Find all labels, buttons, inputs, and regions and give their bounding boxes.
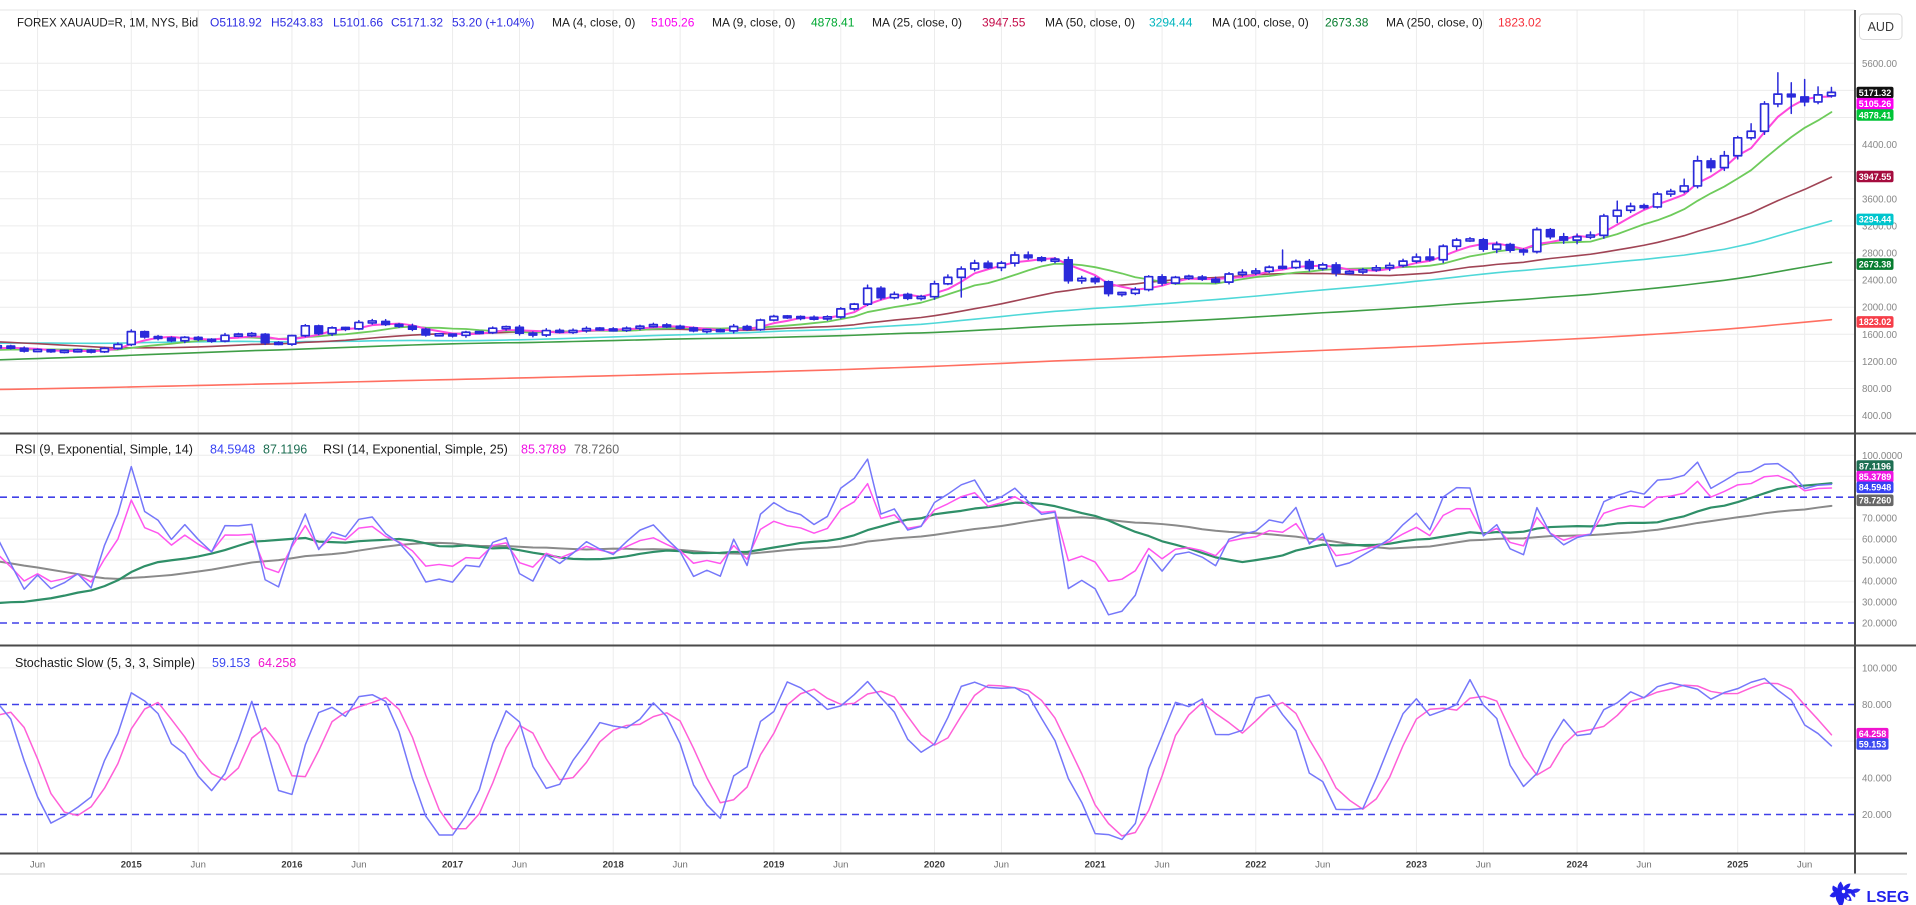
svg-text:MA (4, close, 0): MA (4, close, 0) [552,16,635,30]
svg-text:40.0000: 40.0000 [1862,577,1898,588]
svg-text:87.1196: 87.1196 [1859,461,1891,471]
svg-text:LSEG: LSEG [1867,889,1910,905]
svg-text:53.20 (+1.04%): 53.20 (+1.04%) [452,16,534,30]
svg-text:64.258: 64.258 [258,656,296,670]
svg-text:3947.55: 3947.55 [982,16,1026,30]
svg-text:87.1196: 87.1196 [263,443,307,457]
svg-text:MA (50, close, 0): MA (50, close, 0) [1045,16,1135,30]
svg-text:3600.00: 3600.00 [1862,194,1898,205]
svg-text:RSI (9, Exponential, Simple, 1: RSI (9, Exponential, Simple, 14) [15,443,193,457]
svg-text:L5101.66: L5101.66 [333,16,383,30]
svg-text:Jun: Jun [191,860,206,871]
svg-text:2000.00: 2000.00 [1862,303,1898,314]
svg-text:MA (100, close, 0): MA (100, close, 0) [1212,16,1309,30]
svg-text:Jun: Jun [1797,860,1812,871]
svg-text:78.7260: 78.7260 [1859,496,1892,506]
svg-text:59.153: 59.153 [1859,739,1887,749]
svg-text:RSI (14, Exponential, Simple,: RSI (14, Exponential, Simple, 25) [323,443,508,457]
svg-text:20.000: 20.000 [1862,810,1892,821]
svg-text:4400.00: 4400.00 [1862,140,1898,151]
svg-text:AUD: AUD [1868,20,1894,34]
svg-text:Jun: Jun [1476,860,1491,871]
svg-text:2673.38: 2673.38 [1325,16,1369,30]
svg-text:78.7260: 78.7260 [574,443,619,457]
svg-text:100.000: 100.000 [1862,663,1898,674]
svg-text:Jun: Jun [1154,860,1169,871]
svg-text:Jun: Jun [30,860,45,871]
svg-text:2018: 2018 [603,860,624,871]
svg-text:100.0000: 100.0000 [1862,451,1903,462]
svg-text:3947.55: 3947.55 [1859,172,1892,182]
svg-text:3200.00: 3200.00 [1862,221,1898,232]
svg-text:1823.02: 1823.02 [1859,317,1892,327]
svg-text:20.0000: 20.0000 [1862,619,1898,630]
svg-text:5171.32: 5171.32 [1859,88,1892,98]
svg-text:2025: 2025 [1727,860,1749,871]
svg-text:85.3789: 85.3789 [1859,472,1892,482]
svg-text:MA (9, close, 0): MA (9, close, 0) [712,16,795,30]
svg-text:2020: 2020 [924,860,945,871]
svg-text:2024: 2024 [1567,860,1589,871]
svg-text:Jun: Jun [833,860,848,871]
svg-text:5105.26: 5105.26 [651,16,695,30]
svg-text:2022: 2022 [1245,860,1266,871]
svg-text:Jun: Jun [994,860,1009,871]
svg-text:1600.00: 1600.00 [1862,330,1898,341]
svg-text:H5243.83: H5243.83 [271,16,323,30]
svg-text:2023: 2023 [1406,860,1427,871]
svg-text:Jun: Jun [512,860,527,871]
svg-text:FOREX XAUAUD=R, 1M, NYS, Bid: FOREX XAUAUD=R, 1M, NYS, Bid [17,18,198,30]
svg-text:60.0000: 60.0000 [1862,535,1898,546]
svg-text:64.258: 64.258 [1859,729,1887,739]
svg-text:Jun: Jun [1315,860,1330,871]
svg-text:Jun: Jun [1636,860,1651,871]
svg-text:1200.00: 1200.00 [1862,357,1898,368]
svg-text:1823.02: 1823.02 [1498,16,1542,30]
svg-text:C5171.32: C5171.32 [391,16,443,30]
svg-text:MA (250, close, 0): MA (250, close, 0) [1386,16,1483,30]
svg-text:3294.44: 3294.44 [1859,215,1892,225]
svg-text:4878.41: 4878.41 [1859,110,1892,120]
svg-text:2015: 2015 [121,860,143,871]
svg-text:70.0000: 70.0000 [1862,514,1898,525]
svg-text:30.0000: 30.0000 [1862,598,1898,609]
svg-text:84.5948: 84.5948 [210,443,255,457]
svg-text:400.00: 400.00 [1862,411,1892,422]
svg-text:2400.00: 2400.00 [1862,276,1898,287]
svg-text:Jun: Jun [351,860,366,871]
svg-text:3294.44: 3294.44 [1149,16,1193,30]
svg-text:2016: 2016 [281,860,302,871]
svg-text:50.0000: 50.0000 [1862,556,1898,567]
svg-text:80.000: 80.000 [1862,700,1892,711]
svg-text:O5118.92: O5118.92 [210,16,262,30]
svg-text:800.00: 800.00 [1862,384,1892,395]
svg-text:59.153: 59.153 [212,656,250,670]
svg-text:5600.00: 5600.00 [1862,59,1898,70]
svg-text:2017: 2017 [442,860,463,871]
svg-text:2800.00: 2800.00 [1862,249,1898,260]
svg-text:4878.41: 4878.41 [811,16,855,30]
svg-text:Jun: Jun [672,860,687,871]
svg-text:2019: 2019 [763,860,784,871]
svg-text:2673.38: 2673.38 [1859,259,1892,269]
svg-text:5105.26: 5105.26 [1859,99,1892,109]
svg-text:Stochastic Slow (5, 3, 3, Simp: Stochastic Slow (5, 3, 3, Simple) [15,656,195,670]
svg-text:2021: 2021 [1085,860,1107,871]
svg-text:40.000: 40.000 [1862,773,1892,784]
svg-text:MA (25, close, 0): MA (25, close, 0) [872,16,962,30]
svg-text:85.3789: 85.3789 [521,443,566,457]
svg-text:84.5948: 84.5948 [1859,483,1892,493]
